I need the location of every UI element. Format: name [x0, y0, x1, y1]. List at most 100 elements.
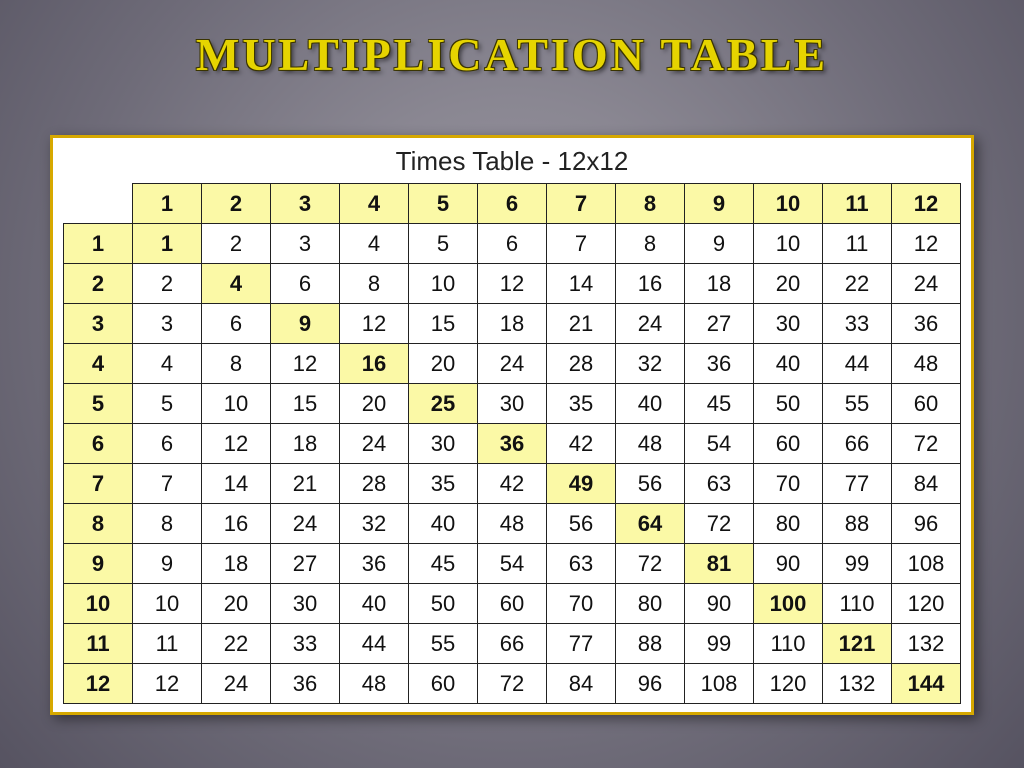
table-cell: 48 — [340, 664, 409, 704]
table-cell: 44 — [340, 624, 409, 664]
table-cell: 42 — [478, 464, 547, 504]
table-cell: 22 — [202, 624, 271, 664]
row-header: 1 — [64, 224, 133, 264]
table-cell: 35 — [547, 384, 616, 424]
table-cell: 18 — [685, 264, 754, 304]
col-header: 10 — [754, 184, 823, 224]
col-header: 7 — [547, 184, 616, 224]
table-cell: 20 — [340, 384, 409, 424]
table-cell: 16 — [340, 344, 409, 384]
table-cell: 3 — [133, 304, 202, 344]
table-cell: 28 — [340, 464, 409, 504]
table-cell: 63 — [547, 544, 616, 584]
table-cell: 25 — [409, 384, 478, 424]
table-cell: 11 — [823, 224, 892, 264]
table-cell: 110 — [823, 584, 892, 624]
col-header: 3 — [271, 184, 340, 224]
row-header: 2 — [64, 264, 133, 304]
table-cell: 16 — [616, 264, 685, 304]
table-cell: 96 — [892, 504, 961, 544]
table-cell: 22 — [823, 264, 892, 304]
table-cell: 20 — [202, 584, 271, 624]
table-cell: 56 — [547, 504, 616, 544]
table-cell: 30 — [754, 304, 823, 344]
table-cell: 60 — [478, 584, 547, 624]
table-cell: 21 — [547, 304, 616, 344]
table-cell: 88 — [616, 624, 685, 664]
row-header: 5 — [64, 384, 133, 424]
table-cell: 20 — [409, 344, 478, 384]
table-cell: 80 — [754, 504, 823, 544]
table-cell: 30 — [409, 424, 478, 464]
table-cell: 3 — [271, 224, 340, 264]
table-cell: 45 — [685, 384, 754, 424]
col-header: 1 — [133, 184, 202, 224]
table-cell: 33 — [823, 304, 892, 344]
table-cell: 12 — [271, 344, 340, 384]
table-cell: 36 — [685, 344, 754, 384]
table-cell: 8 — [340, 264, 409, 304]
table-cell: 108 — [892, 544, 961, 584]
table-cell: 84 — [547, 664, 616, 704]
table-cell: 10 — [133, 584, 202, 624]
table-cell: 36 — [478, 424, 547, 464]
table-caption: Times Table - 12x12 — [63, 146, 961, 177]
table-cell: 48 — [616, 424, 685, 464]
table-cell: 110 — [754, 624, 823, 664]
table-cell: 66 — [478, 624, 547, 664]
times-table-frame: Times Table - 12x12 12345678910111211234… — [50, 135, 974, 715]
table-cell: 70 — [754, 464, 823, 504]
table-cell: 40 — [409, 504, 478, 544]
table-cell: 15 — [271, 384, 340, 424]
table-cell: 100 — [754, 584, 823, 624]
table-cell: 120 — [754, 664, 823, 704]
table-cell: 132 — [892, 624, 961, 664]
table-cell: 8 — [616, 224, 685, 264]
table-cell: 10 — [202, 384, 271, 424]
table-cell: 18 — [271, 424, 340, 464]
table-cell: 5 — [133, 384, 202, 424]
slide: MULTIPLICATION TABLE Times Table - 12x12… — [0, 0, 1024, 768]
col-header: 2 — [202, 184, 271, 224]
table-cell: 72 — [478, 664, 547, 704]
table-cell: 6 — [133, 424, 202, 464]
table-cell: 144 — [892, 664, 961, 704]
table-cell: 5 — [409, 224, 478, 264]
table-cell: 54 — [478, 544, 547, 584]
page-title: MULTIPLICATION TABLE — [0, 0, 1024, 81]
table-cell: 36 — [340, 544, 409, 584]
table-cell: 48 — [892, 344, 961, 384]
table-cell: 20 — [754, 264, 823, 304]
table-cell: 6 — [202, 304, 271, 344]
table-cell: 28 — [547, 344, 616, 384]
row-header: 11 — [64, 624, 133, 664]
table-cell: 90 — [685, 584, 754, 624]
table-cell: 2 — [202, 224, 271, 264]
row-header: 9 — [64, 544, 133, 584]
table-cell: 33 — [271, 624, 340, 664]
table-cell: 9 — [271, 304, 340, 344]
table-cell: 27 — [685, 304, 754, 344]
table-cell: 4 — [202, 264, 271, 304]
table-cell: 14 — [202, 464, 271, 504]
table-cell: 24 — [478, 344, 547, 384]
table-cell: 24 — [892, 264, 961, 304]
table-cell: 36 — [271, 664, 340, 704]
table-cell: 70 — [547, 584, 616, 624]
table-cell: 42 — [547, 424, 616, 464]
row-header: 12 — [64, 664, 133, 704]
col-header: 11 — [823, 184, 892, 224]
table-cell: 15 — [409, 304, 478, 344]
table-cell: 6 — [478, 224, 547, 264]
table-cell: 60 — [754, 424, 823, 464]
table-cell: 72 — [616, 544, 685, 584]
table-cell: 56 — [616, 464, 685, 504]
table-cell: 24 — [616, 304, 685, 344]
table-cell: 55 — [409, 624, 478, 664]
table-cell: 84 — [892, 464, 961, 504]
table-cell: 99 — [823, 544, 892, 584]
table-cell: 1 — [133, 224, 202, 264]
table-cell: 40 — [616, 384, 685, 424]
table-cell: 30 — [271, 584, 340, 624]
row-header: 7 — [64, 464, 133, 504]
